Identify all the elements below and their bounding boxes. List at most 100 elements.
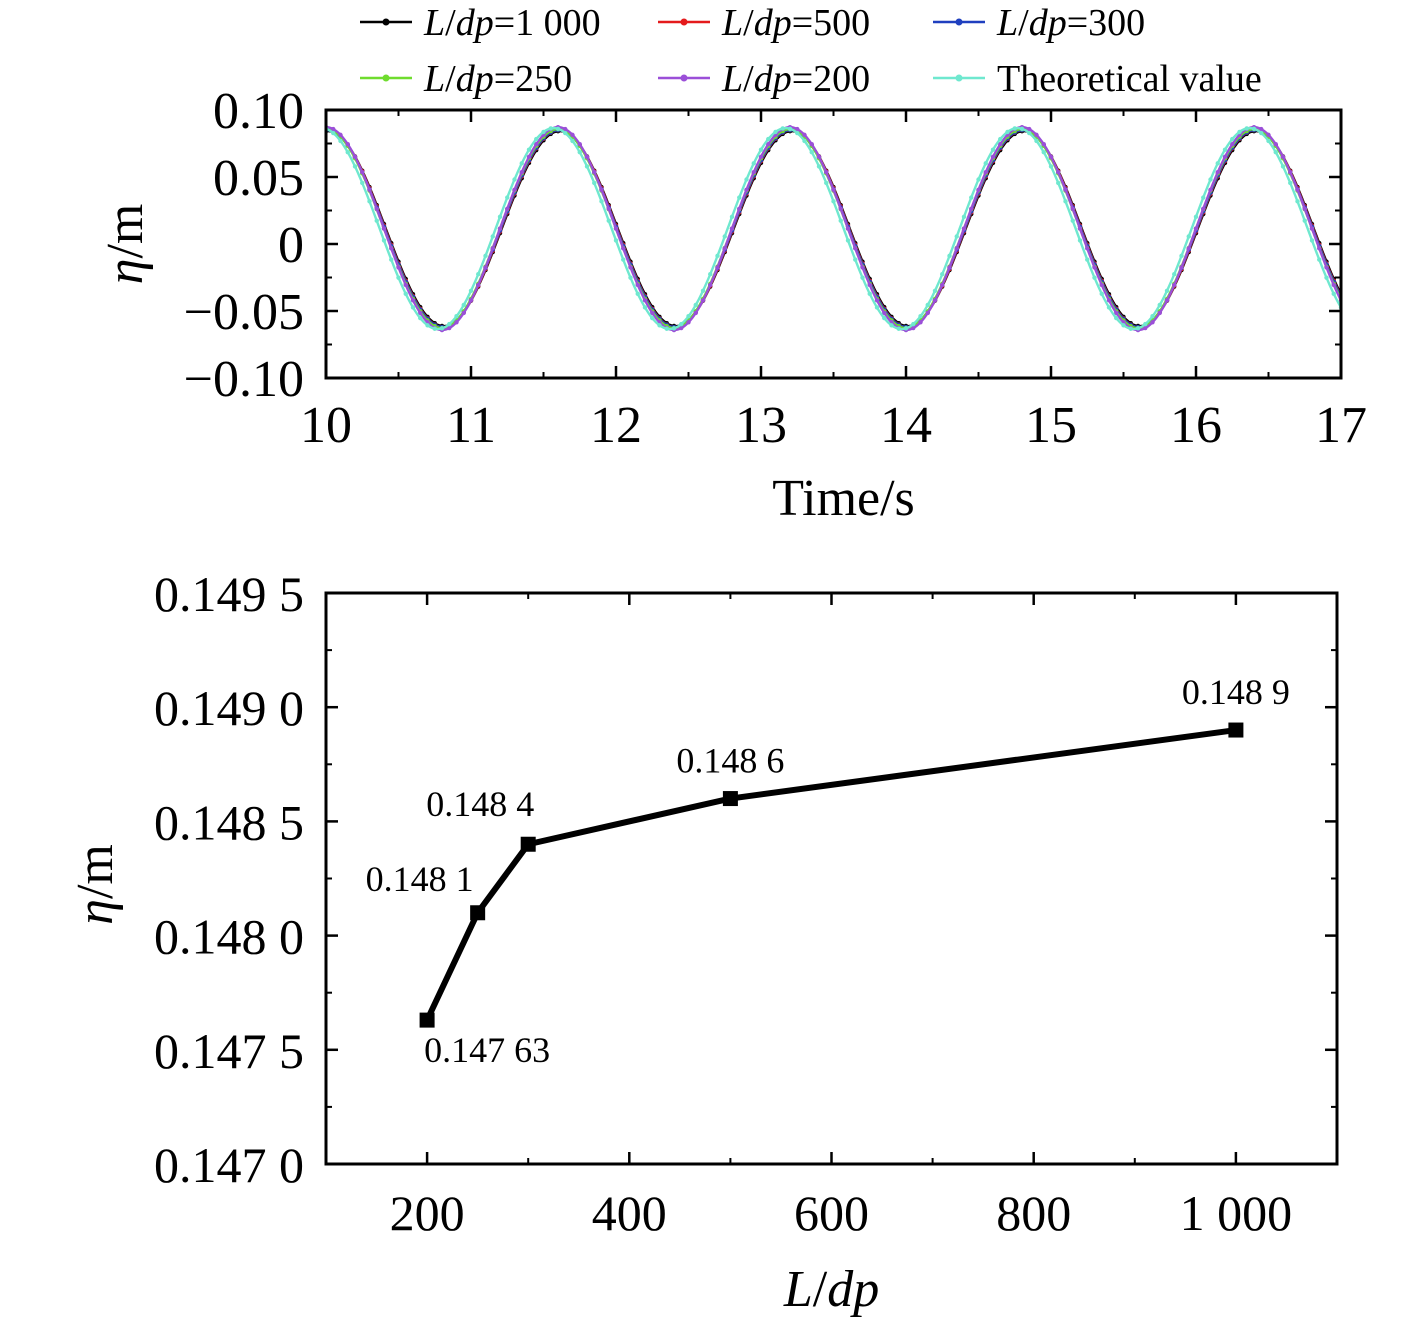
series-marker [1157,310,1162,316]
convergence-line [424,727,1237,1022]
series-marker [766,142,771,147]
series-marker [969,195,974,200]
legend-item: L/dp=250 [360,58,572,100]
series-marker [526,147,532,152]
series-marker [657,323,662,328]
series-marker [708,272,713,277]
series-marker [795,130,800,136]
series-marker [345,142,350,147]
series-marker [824,180,829,186]
series-marker [940,282,945,288]
series-marker [642,298,648,303]
series-marker [1041,142,1046,147]
series-marker [1179,253,1184,259]
series-markers-3 [326,126,1341,331]
series-marker [911,325,916,331]
series-marker [1172,272,1177,277]
series-marker [1244,126,1249,131]
series-marker [396,265,401,270]
label-var-part: dp [456,2,494,44]
legend-label: L/dp=1 000 [423,2,601,44]
series-marker [744,187,749,192]
label-slash: / [743,58,754,100]
series-marker [1237,129,1242,135]
series-markers-4 [326,124,1341,333]
label-var-part: L [721,58,743,100]
legend-marker [382,74,390,82]
series-marker [664,326,669,331]
legend-item: L/dp=300 [933,2,1145,44]
x-axis-slash: / [813,1261,828,1318]
series-marker [715,253,720,259]
series-marker [860,275,865,280]
series-marker [439,326,445,331]
series-marker [845,238,851,243]
series-marker [874,305,880,310]
legend-item: Theoretical value [933,58,1262,100]
series-marker [1331,282,1336,288]
x-axis-var: dp [827,1261,879,1318]
series-group [326,124,1341,333]
series-marker [1077,238,1083,243]
series-marker [1056,170,1061,175]
series-marker [802,132,807,138]
series-marker [787,126,793,132]
x-tick-label: 1 000 [1180,1185,1293,1241]
series-marker [1324,265,1329,270]
series-marker [570,132,575,138]
series-marker [447,325,452,331]
series-marker [389,257,394,262]
series-marker [1027,130,1032,136]
series-marker [780,126,785,131]
series-line-3 [326,127,1341,330]
series-marker [940,272,945,277]
series-marker [860,265,865,270]
series-marker [961,214,967,219]
series-marker [737,195,742,200]
series-marker [744,177,749,182]
series-marker [795,126,800,132]
series-marker [1114,315,1119,321]
legend-marker [955,18,963,26]
label-value: =300 [1067,2,1145,44]
series-marker [642,305,648,310]
series-marker [1302,218,1307,223]
label-slash: / [1018,2,1029,44]
series-marker [1027,126,1032,132]
series-marker [331,130,336,136]
series-marker [1063,199,1068,204]
series-marker [367,199,372,204]
series-marker [476,282,481,288]
series-marker [606,218,611,223]
data-point [1228,722,1244,738]
series-marker [338,132,343,138]
series-marker [621,246,626,251]
data-point [419,1012,435,1028]
series-marker [737,206,742,211]
x-tick-label: 10 [300,397,352,454]
legend-label: Theoretical value [997,58,1262,100]
series-marker [403,282,408,288]
y-tick-label: −0.05 [184,284,304,341]
series-marker [381,226,387,231]
series-marker [1150,314,1155,319]
series-marker [911,321,916,327]
data-label: 0.148 6 [676,741,784,781]
series-marker [505,206,510,211]
series-marker [729,226,735,231]
label-var-part: dp [754,2,792,44]
series-marker [1259,126,1264,132]
x-tick-label: 200 [390,1185,465,1241]
series-marker [635,291,640,297]
series-marker [592,180,597,186]
series-marker [679,325,684,331]
series-marker [1215,170,1220,175]
series-marker [635,282,640,288]
series-marker [389,246,394,251]
series-marker [700,298,706,303]
series-marker [918,314,923,319]
legend-item: L/dp=500 [658,2,870,44]
series-marker [461,310,466,316]
series-marker [374,218,379,223]
